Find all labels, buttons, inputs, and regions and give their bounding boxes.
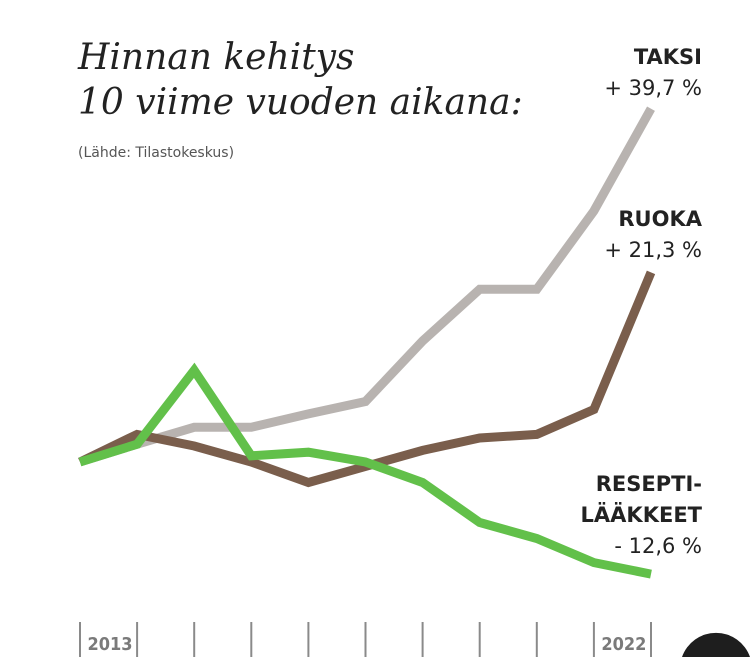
chart-source: (Lähde: Tilastokeskus): [78, 145, 234, 161]
series-label-ruoka-1: RUOKA: [618, 207, 702, 231]
x-tick-label: 2013: [87, 634, 132, 655]
chart-title-line-1: Hinnan kehitys: [77, 37, 354, 78]
series-line-laakkeet: [78, 362, 652, 579]
series-value-taksi: + 39,7 %: [604, 76, 702, 100]
series-line-taksi: [78, 106, 655, 467]
series-labels: TAKSI + 39,7 % RUOKA + 21,3 % RESEPTI- LÄÄKKE…: [581, 45, 703, 558]
series-label-taksi-1: TAKSI: [634, 45, 702, 69]
x-axis: 2013 2022: [79, 622, 652, 657]
chart-title-line-2: 10 viime vuoden aikana:: [78, 82, 523, 123]
x-tick-label: 2022: [601, 634, 646, 655]
series-layer: [78, 106, 656, 579]
series-value-ruoka: + 21,3 %: [604, 238, 702, 262]
series-label-laakkeet-1: RESEPTI-: [596, 472, 702, 496]
series-line-ruoka: [78, 270, 656, 488]
series-value-laakkeet: - 12,6 %: [614, 534, 702, 558]
series-label-laakkeet-2: LÄÄKKEET: [581, 502, 703, 527]
scroll-button-partial[interactable]: [682, 632, 750, 657]
